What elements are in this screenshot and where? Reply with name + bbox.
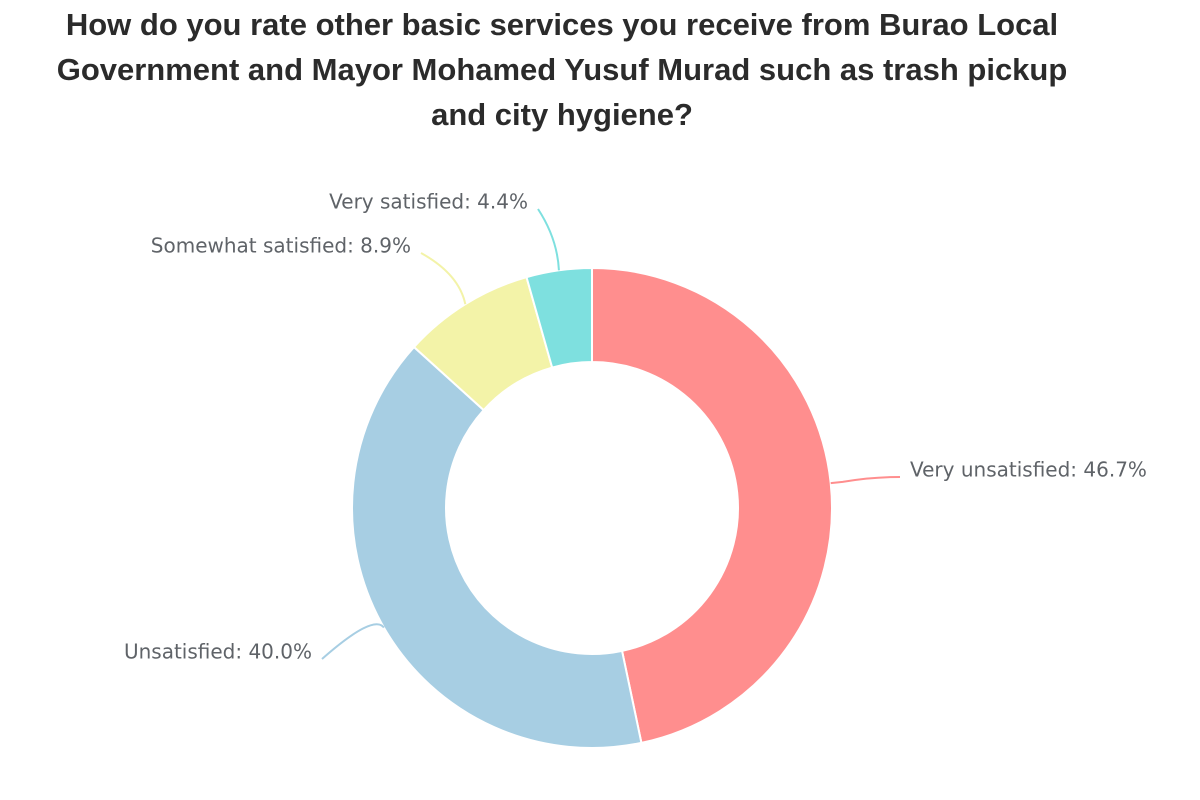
data-labels-layer: Very unsatisfied: 46.7% Unsatisfied: 40.0… <box>124 190 1147 664</box>
data-label-very-unsatisfied: Very unsatisfied: 46.7% <box>910 458 1147 482</box>
data-label-unsatisfied: Unsatisfied: 40.0% <box>124 640 312 664</box>
leader-line-unsatisfied <box>321 623 385 660</box>
slice-unsatisfied[interactable] <box>351 345 643 749</box>
leader-lines-layer <box>321 208 901 660</box>
data-label-very-satisfied: Very satisfied: 4.4% <box>329 190 528 214</box>
chart-title: How do you rate other basic services you… <box>56 7 1068 132</box>
slice-very-satisfied[interactable] <box>525 266 593 369</box>
slices-layer <box>351 266 833 749</box>
data-label-somewhat-satisfied: Somewhat satisfied: 8.9% <box>151 234 411 258</box>
leader-line-somewhat-satisfied <box>420 252 467 305</box>
slice-very-unsatisfied[interactable] <box>591 266 833 745</box>
leader-line-very-satisfied <box>537 208 560 271</box>
leader-line-very-unsatisfied <box>830 476 901 485</box>
